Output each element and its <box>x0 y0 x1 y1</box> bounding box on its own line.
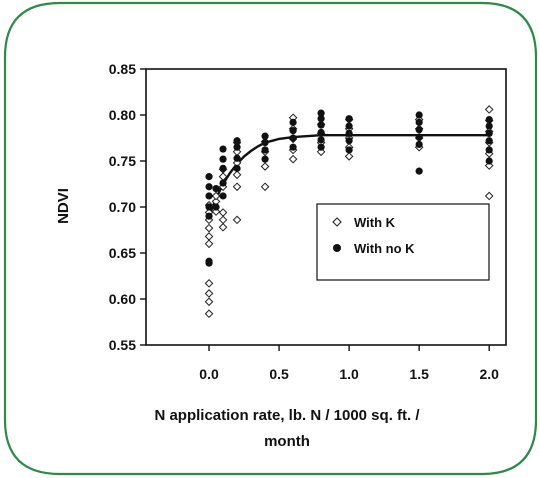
axes-layer: 0.55 0.60 0.65 0.70 0.75 0.80 0.85 0.0 0.5 1.0 1.5… <box>109 61 507 382</box>
data-point-with-no-k <box>205 203 213 211</box>
y-tick-label: 0.80 <box>109 107 136 123</box>
data-point-with-no-k <box>317 115 325 123</box>
data-point-with-k <box>232 215 242 225</box>
data-point-with-no-k <box>345 115 353 123</box>
x-tick-label: 0.5 <box>269 366 289 382</box>
data-point-with-k <box>232 182 242 192</box>
data-point-with-no-k <box>415 126 423 134</box>
y-tick-label: 0.65 <box>109 245 136 261</box>
data-point-with-no-k <box>345 122 353 130</box>
frame-border <box>3 1 538 476</box>
data-point-with-no-k <box>485 137 493 145</box>
data-point-with-k <box>484 191 494 201</box>
data-point-with-no-k <box>233 143 241 151</box>
data-points-layer <box>204 105 494 319</box>
legend-box <box>316 203 490 281</box>
y-tick-label: 0.85 <box>109 61 136 77</box>
data-point-with-no-k <box>205 173 213 181</box>
data-point-with-k <box>204 309 214 319</box>
data-point-with-no-k <box>219 164 227 172</box>
data-point-with-no-k <box>212 203 220 211</box>
data-point-with-no-k <box>219 179 227 187</box>
data-point-with-no-k <box>485 122 493 130</box>
data-point-with-no-k <box>345 137 353 145</box>
data-point-with-no-k <box>219 145 227 153</box>
x-axis-title-line-1: N application rate, lb. N / 1000 sq. ft.… <box>154 407 420 424</box>
data-point-with-no-k <box>233 164 241 172</box>
data-point-with-no-k <box>261 132 269 140</box>
y-tick-label: 0.75 <box>109 153 136 169</box>
data-point-with-k <box>260 162 270 171</box>
data-point-with-no-k <box>317 109 325 117</box>
data-point-with-k <box>204 232 214 241</box>
data-point-with-no-k <box>261 155 269 163</box>
data-point-with-no-k <box>289 127 297 135</box>
data-point-with-no-k <box>345 129 353 137</box>
data-point-with-k <box>211 191 221 201</box>
data-point-with-k <box>204 297 214 307</box>
data-point-with-k <box>218 208 228 217</box>
data-point-with-k <box>260 182 270 192</box>
legend-label-with-k: With K <box>354 215 396 230</box>
data-point-with-no-k <box>317 143 325 151</box>
data-point-with-no-k <box>289 134 297 142</box>
data-point-with-k <box>204 223 214 233</box>
data-point-with-no-k <box>415 133 423 141</box>
x-tick-label: 0.0 <box>199 366 219 382</box>
y-tick-label: 0.55 <box>109 337 136 353</box>
fit-curve-line <box>207 134 490 217</box>
legend-marker-with-no-k <box>333 244 341 252</box>
fit-curve-layer <box>207 134 490 217</box>
data-point-with-k <box>344 152 354 161</box>
x-axis-title-line-2: month <box>264 433 310 450</box>
data-point-with-k <box>218 222 228 232</box>
data-point-with-no-k <box>317 136 325 144</box>
legend: With K With no K <box>316 203 490 281</box>
data-point-with-no-k <box>345 146 353 154</box>
data-point-with-no-k <box>317 121 325 129</box>
data-point-with-no-k <box>317 128 325 137</box>
x-tick-label: 2.0 <box>479 366 499 382</box>
y-tick-label: 0.60 <box>109 291 136 307</box>
data-point-with-k <box>218 215 228 225</box>
data-point-with-no-k <box>205 192 213 200</box>
data-point-with-no-k <box>415 111 423 119</box>
data-point-with-k <box>232 170 242 180</box>
data-point-with-no-k <box>485 146 493 154</box>
legend-marker-with-k <box>332 217 342 227</box>
data-point-with-no-k <box>205 183 213 191</box>
data-point-with-no-k <box>289 118 297 126</box>
data-point-with-no-k <box>205 257 213 265</box>
data-point-with-no-k <box>233 154 241 162</box>
data-point-with-k <box>204 279 214 288</box>
data-point-with-k <box>288 154 298 164</box>
data-point-with-no-k <box>205 212 213 220</box>
data-point-with-no-k <box>289 143 297 151</box>
data-point-with-no-k <box>219 155 227 163</box>
data-point-with-no-k <box>485 157 493 165</box>
x-tick-label: 1.5 <box>409 366 429 382</box>
y-tick-label: 0.70 <box>109 199 136 215</box>
data-point-with-no-k <box>485 116 493 124</box>
x-tick-label: 1.0 <box>339 366 359 382</box>
legend-label-with-no-k: With no K <box>354 241 415 256</box>
data-point-with-no-k <box>212 185 220 193</box>
data-point-with-k <box>204 289 214 298</box>
data-point-with-no-k <box>219 192 227 200</box>
data-point-with-k <box>204 239 214 249</box>
data-point-with-no-k <box>415 118 423 126</box>
data-point-with-no-k <box>415 140 423 149</box>
data-point-with-k <box>484 105 494 114</box>
data-point-with-no-k <box>261 139 269 147</box>
y-axis-title: NDVI <box>55 188 72 224</box>
data-point-with-no-k <box>233 137 241 145</box>
data-point-with-no-k <box>261 146 269 154</box>
data-point-with-no-k <box>485 129 493 137</box>
data-point-with-no-k <box>415 167 423 175</box>
